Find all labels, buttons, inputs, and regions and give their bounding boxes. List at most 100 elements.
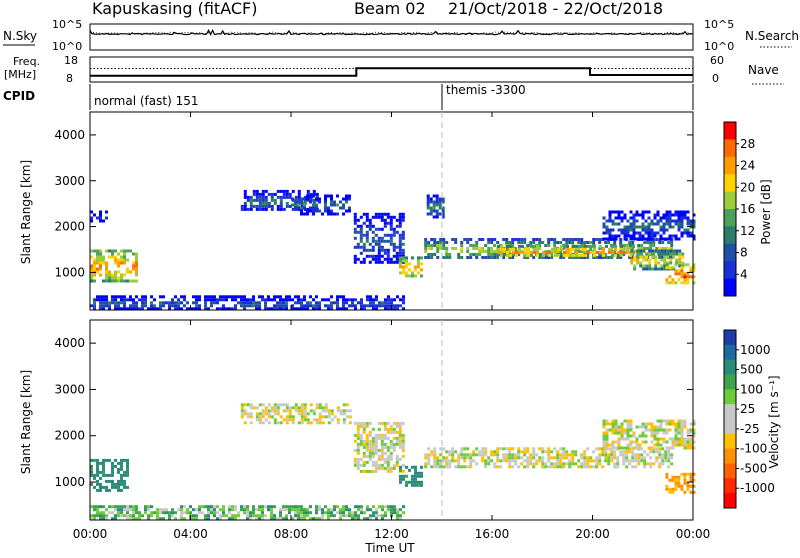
echo-cell [387, 505, 390, 509]
echo-cell [336, 298, 339, 302]
echo-cell [674, 269, 678, 273]
echo-cell [315, 304, 318, 308]
echo-cell [652, 244, 656, 247]
echo-cell [303, 412, 307, 416]
echo-cell [633, 258, 637, 262]
echo-cell [660, 264, 664, 268]
echo-cell [671, 422, 675, 426]
echo-cell [674, 484, 678, 488]
echo-cell [249, 415, 253, 419]
echo-cell [99, 295, 102, 299]
echo-cell [228, 505, 231, 509]
echo-cell [689, 222, 693, 226]
echo-cell [469, 238, 473, 241]
echo-cell [420, 483, 423, 487]
echo-cell [641, 237, 645, 241]
echo-cell [420, 268, 423, 272]
echo-cell [321, 421, 325, 425]
echo-cell [174, 511, 177, 515]
echo-cell [634, 250, 638, 253]
echo-cell [692, 237, 696, 241]
echo-cell [114, 482, 117, 486]
echo-cell [692, 478, 696, 482]
echo-cell [514, 238, 518, 241]
echo-cell [105, 473, 108, 477]
echo-cell [243, 412, 247, 416]
echo-cell [481, 459, 485, 463]
echo-cell [677, 484, 681, 488]
echo-cell [635, 219, 639, 223]
echo-cell [126, 267, 129, 271]
echo-cell [613, 462, 617, 466]
echo-cell [574, 462, 578, 466]
echo-cell [336, 511, 339, 515]
echo-cell [399, 508, 402, 512]
echo-cell [390, 298, 393, 302]
echo-cell [664, 450, 668, 454]
echo-cell [327, 307, 330, 311]
echo-cell [639, 261, 643, 265]
echo-cell [90, 304, 93, 308]
freq-left-tick-bottom: 8 [66, 72, 73, 85]
echo-cell [505, 453, 509, 457]
echo-cell [108, 273, 111, 277]
echo-cell [641, 422, 645, 426]
echo-cell [285, 514, 288, 518]
echo-cell [380, 454, 384, 458]
echo-cell [99, 216, 102, 220]
echo-cell [165, 511, 168, 515]
echo-cell [547, 244, 551, 247]
echo-cell [565, 462, 569, 466]
echo-cell [665, 266, 669, 270]
echo-cell [246, 514, 249, 518]
echo-cell [279, 301, 282, 305]
echo-cell [362, 463, 366, 467]
echo-cell [261, 403, 265, 407]
echo-cell [644, 440, 648, 444]
echo-cell [689, 234, 693, 238]
echo-cell [279, 307, 282, 311]
echo-cell [526, 465, 530, 469]
echo-cell [617, 440, 621, 444]
echo-cell [381, 304, 384, 308]
echo-cell [300, 298, 303, 302]
echo-cell [635, 231, 639, 235]
echo-cell [132, 514, 135, 518]
velocity-ylabel: Slant Range [km] [19, 370, 33, 474]
echo-cell [99, 210, 102, 214]
echo-cell [198, 307, 201, 311]
echo-cell [377, 260, 381, 264]
ytick-label: 3000 [54, 382, 85, 396]
echo-cell [530, 250, 533, 254]
echo-cell [359, 251, 363, 255]
echo-cell [669, 261, 673, 265]
echo-cell [90, 255, 93, 259]
echo-cell [359, 424, 363, 428]
echo-cell [608, 219, 612, 223]
echo-cell [659, 225, 663, 229]
echo-cell [632, 216, 636, 220]
colorbar-swatch [724, 419, 736, 435]
echo-cell [399, 477, 402, 481]
echo-cell [294, 409, 298, 413]
echo-cell [655, 459, 659, 463]
echo-cell [315, 206, 318, 210]
echo-cell [626, 422, 630, 426]
echo-cell [620, 425, 624, 429]
echo-cell [475, 244, 479, 247]
echo-cell [490, 459, 494, 463]
echo-cell [568, 256, 572, 259]
echo-cell [356, 460, 360, 464]
echo-cell [481, 447, 485, 451]
echo-cell [324, 409, 328, 413]
echo-cell [424, 453, 428, 457]
echo-cell [102, 464, 105, 468]
echo-cell [566, 250, 569, 254]
echo-cell [189, 511, 192, 515]
echo-cell [614, 425, 618, 429]
echo-cell [625, 450, 629, 454]
echo-cell [261, 508, 264, 512]
echo-cell [472, 450, 476, 454]
echo-cell [111, 485, 114, 489]
echo-cell [303, 511, 306, 515]
